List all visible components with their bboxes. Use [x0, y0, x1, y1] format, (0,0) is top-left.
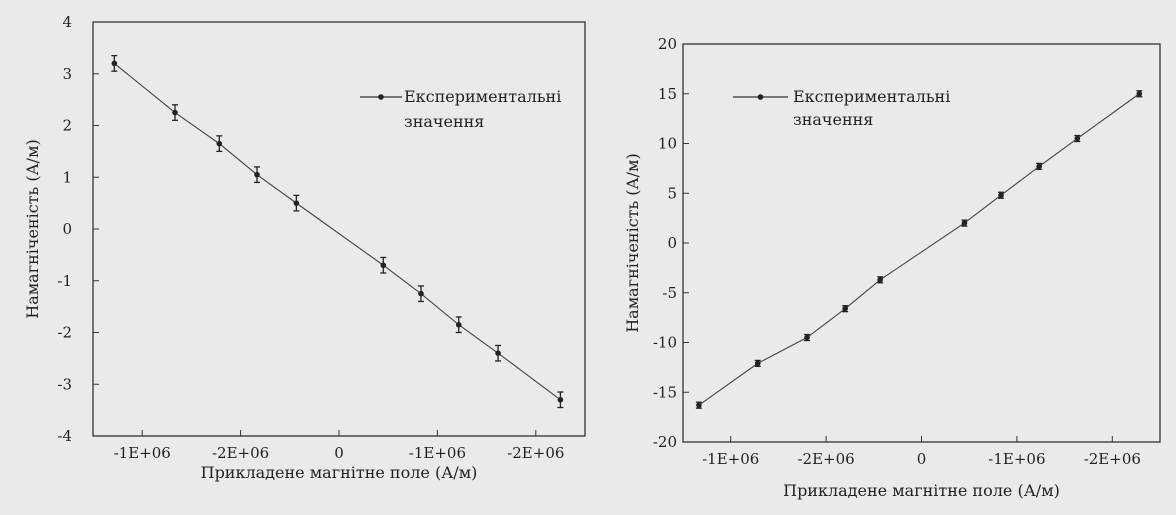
legend-label-line2: значення	[793, 110, 873, 129]
y-tick-label: -20	[653, 433, 677, 451]
y-axis-label: Намагніченість (А/м)	[623, 153, 642, 333]
data-point	[455, 321, 462, 328]
x-axis-label: Прикладене магнітне поле (А/м)	[783, 481, 1060, 500]
data-point	[254, 171, 260, 178]
y-tick-label: -4	[57, 427, 72, 445]
data-point	[216, 140, 223, 147]
y-tick-label: 2	[62, 117, 72, 135]
data-point	[380, 262, 387, 269]
data-point	[754, 360, 761, 367]
data-point	[111, 60, 118, 67]
data-point	[557, 396, 564, 403]
x-tick-label: -2E+06	[797, 450, 854, 468]
data-point	[172, 109, 178, 116]
data-point	[1074, 135, 1081, 142]
x-tick-label: -2E+06	[212, 444, 269, 462]
y-tick-label: -2	[57, 324, 72, 342]
data-point	[804, 334, 810, 341]
y-tick-label: 0	[62, 220, 72, 238]
data-point	[842, 305, 848, 312]
x-tick-label: -1E+06	[114, 444, 171, 462]
x-tick-label: 0	[917, 450, 927, 468]
y-tick-label: -5	[662, 284, 677, 302]
y-tick-label: -1	[57, 272, 72, 290]
y-axis-label: Намагніченість (А/м)	[23, 139, 42, 319]
data-point	[418, 290, 424, 297]
y-tick-label: 1	[62, 168, 72, 186]
y-tick-label: 20	[658, 35, 677, 53]
y-tick-label: 10	[658, 135, 677, 153]
x-tick-label: -2E+06	[1084, 450, 1141, 468]
data-point	[293, 200, 300, 206]
x-axis-label: Прикладене магнітне поле (А/м)	[201, 463, 478, 482]
chart-2: 20 15 10 5 0 -5 -10 -15 -20 -1E+06 -2E+06 0 -1E+06 -2…	[623, 35, 1161, 500]
x-tick-label: -1E+06	[702, 450, 759, 468]
y-tick-label: 15	[658, 85, 677, 103]
data-point	[877, 277, 883, 283]
x-tick-label: 0	[334, 444, 344, 462]
x-tick-label: -2E+06	[507, 444, 564, 462]
y-tick-label: 0	[667, 234, 677, 252]
y-tick-label: 4	[62, 13, 72, 31]
data-point	[495, 350, 501, 357]
legend-marker	[378, 94, 384, 100]
data-point	[961, 220, 968, 226]
data-point	[1136, 90, 1143, 97]
series-line	[698, 93, 1140, 406]
x-tick-label: -1E+06	[409, 444, 466, 462]
x-tick-label: -1E+06	[988, 450, 1045, 468]
plot-frame	[92, 21, 586, 437]
y-tick-label: 3	[62, 65, 72, 83]
data-point	[998, 192, 1004, 199]
legend-label-line2: значення	[404, 112, 484, 131]
y-tick-label: -10	[653, 334, 677, 352]
data-point	[1036, 163, 1042, 170]
series-line	[113, 62, 561, 401]
legend-label-line1: Експериментальні	[793, 87, 950, 106]
y-tick-label: -15	[653, 383, 677, 401]
y-tick-label: -3	[57, 375, 72, 393]
y-tick-label: 5	[667, 184, 677, 202]
data-point	[696, 402, 702, 408]
legend-marker	[757, 94, 764, 100]
legend-label-line1: Експериментальні	[404, 87, 561, 106]
